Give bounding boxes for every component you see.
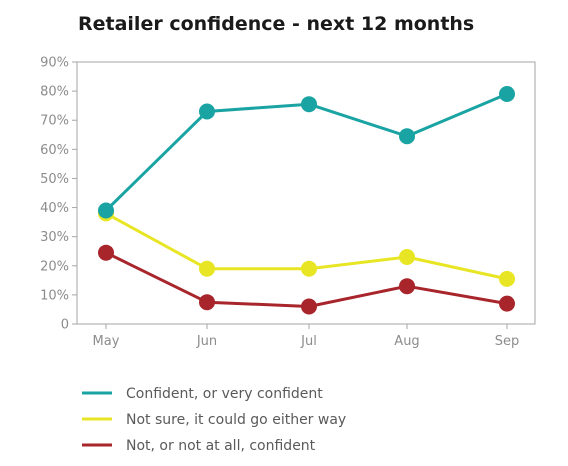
data-point xyxy=(301,96,317,113)
legend-label: Not sure, it could go either way xyxy=(126,412,346,428)
series-1 xyxy=(98,86,515,219)
data-point xyxy=(199,294,215,311)
series-2 xyxy=(98,205,515,287)
x-tick-label: May xyxy=(93,334,120,349)
data-point xyxy=(199,103,215,120)
x-tick-label: Aug xyxy=(394,334,419,349)
plot-frame xyxy=(76,61,536,325)
data-point xyxy=(98,202,114,219)
x-tick-label: Jun xyxy=(196,334,217,349)
y-tick-label: 10% xyxy=(40,288,69,303)
data-point xyxy=(399,278,415,295)
series-3 xyxy=(98,244,515,315)
axes-layer: 0 10% 20% 30% 40% 50% 60% 70% 80% 90% May Jun Jul Aug… xyxy=(40,56,536,349)
y-tick-label: 90% xyxy=(40,56,69,71)
data-point xyxy=(301,298,317,315)
y-tick-label: 50% xyxy=(40,172,69,187)
y-tick-label: 0 xyxy=(61,318,69,333)
data-point xyxy=(301,260,317,277)
data-point xyxy=(98,244,114,261)
data-point xyxy=(199,260,215,277)
data-point xyxy=(399,249,415,265)
x-tick-label: Sep xyxy=(495,334,520,349)
x-tick-label: Jul xyxy=(300,334,317,349)
legend-label: Confident, or very confident xyxy=(126,386,323,402)
data-point xyxy=(499,86,515,102)
y-tick-label: 20% xyxy=(40,259,69,274)
y-tick-label: 70% xyxy=(40,114,69,129)
y-tick-label: 60% xyxy=(40,143,69,158)
y-tick-label: 30% xyxy=(40,230,69,245)
data-point xyxy=(499,295,515,312)
legend: Confident, or very confident Not sure, it… xyxy=(82,386,346,454)
y-tick-label: 80% xyxy=(40,85,69,100)
series-layer xyxy=(98,86,515,315)
data-point xyxy=(399,128,415,145)
chart-title: Retailer confidence - next 12 months xyxy=(78,13,475,35)
series-line xyxy=(104,251,509,308)
y-tick-label: 40% xyxy=(40,201,69,216)
legend-label: Not, or not at all, confident xyxy=(126,438,316,454)
data-point xyxy=(499,270,515,287)
